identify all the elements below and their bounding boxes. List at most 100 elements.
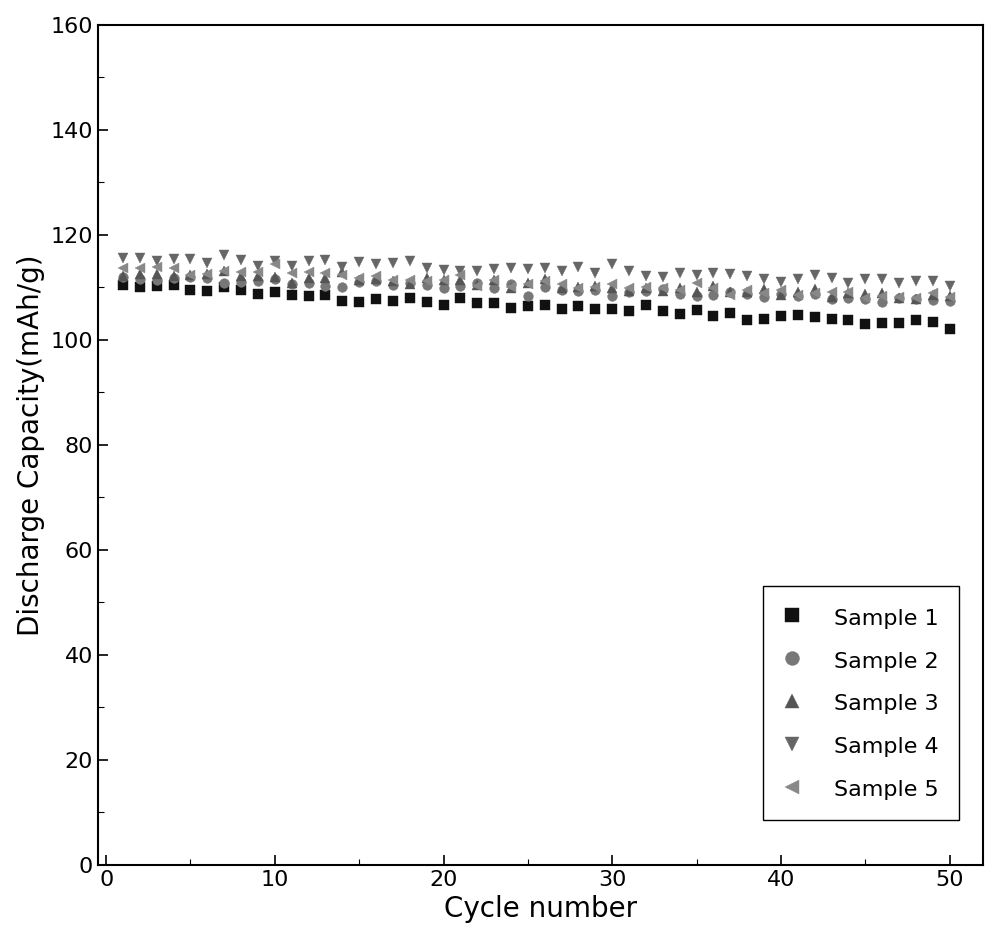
Sample 4 <box>117 252 129 263</box>
Sample 4 <box>539 262 551 274</box>
Sample 3 <box>775 290 787 301</box>
Sample 3 <box>539 274 551 285</box>
Sample 4 <box>859 274 871 285</box>
Line: Sample 4: Sample 4 <box>118 251 954 290</box>
Sample 4 <box>353 257 365 268</box>
Line: Sample 3: Sample 3 <box>118 266 954 304</box>
Sample 3 <box>876 287 888 298</box>
Sample 4 <box>319 255 331 266</box>
Sample 4 <box>606 258 618 270</box>
Sample 2 <box>859 293 871 305</box>
Sample 5 <box>235 266 247 277</box>
Sample 3 <box>168 271 180 282</box>
Sample 1 <box>488 297 500 308</box>
Sample 2 <box>775 289 787 300</box>
Sample 1 <box>640 300 652 311</box>
X-axis label: Cycle number: Cycle number <box>444 895 637 923</box>
Sample 5 <box>370 270 382 281</box>
Sample 4 <box>387 258 399 269</box>
Sample 1 <box>893 318 905 329</box>
Sample 5 <box>606 278 618 290</box>
Sample 5 <box>927 287 939 298</box>
Sample 4 <box>792 274 804 285</box>
Sample 2 <box>269 274 281 285</box>
Sample 2 <box>539 281 551 292</box>
Sample 5 <box>826 287 838 298</box>
Sample 2 <box>117 272 129 283</box>
Sample 3 <box>640 282 652 293</box>
Sample 3 <box>404 278 416 290</box>
Sample 2 <box>606 290 618 302</box>
Sample 5 <box>336 269 348 280</box>
Sample 3 <box>353 274 365 286</box>
Sample 3 <box>201 268 213 279</box>
Sample 1 <box>218 281 230 292</box>
Sample 2 <box>724 287 736 298</box>
Sample 3 <box>269 272 281 283</box>
Sample 5 <box>252 267 264 278</box>
Sample 5 <box>842 287 854 298</box>
Sample 2 <box>572 286 584 297</box>
Sample 1 <box>117 279 129 290</box>
Sample 2 <box>927 294 939 306</box>
Sample 3 <box>792 286 804 297</box>
Sample 2 <box>370 275 382 287</box>
Sample 4 <box>927 275 939 287</box>
Sample 2 <box>842 293 854 305</box>
Sample 4 <box>421 262 433 274</box>
Sample 2 <box>556 284 568 295</box>
Sample 4 <box>589 267 601 278</box>
Sample 1 <box>758 313 770 324</box>
Sample 2 <box>168 272 180 283</box>
Sample 5 <box>505 281 517 292</box>
Sample 2 <box>454 280 466 291</box>
Sample 2 <box>471 278 483 290</box>
Sample 2 <box>353 276 365 288</box>
Sample 4 <box>724 269 736 280</box>
Sample 2 <box>488 282 500 293</box>
Sample 5 <box>572 282 584 293</box>
Sample 4 <box>572 261 584 273</box>
Sample 2 <box>404 277 416 289</box>
Sample 4 <box>168 254 180 265</box>
Sample 3 <box>910 293 922 305</box>
Sample 3 <box>151 269 163 280</box>
Sample 5 <box>353 273 365 284</box>
Sample 2 <box>387 280 399 291</box>
Sample 1 <box>826 313 838 324</box>
Sample 4 <box>842 277 854 289</box>
Sample 5 <box>859 292 871 304</box>
Sample 3 <box>421 273 433 284</box>
Sample 3 <box>134 269 146 280</box>
Sample 3 <box>758 284 770 295</box>
Sample 1 <box>556 304 568 315</box>
Sample 3 <box>674 282 686 293</box>
Sample 5 <box>809 288 821 299</box>
Sample 3 <box>826 291 838 303</box>
Sample 3 <box>842 288 854 299</box>
Sample 3 <box>319 273 331 284</box>
Sample 5 <box>303 267 315 278</box>
Sample 3 <box>235 270 247 281</box>
Sample 4 <box>893 277 905 289</box>
Sample 5 <box>589 282 601 293</box>
Sample 4 <box>269 255 281 266</box>
Sample 5 <box>286 268 298 279</box>
Sample 4 <box>758 274 770 285</box>
Sample 4 <box>623 265 635 276</box>
Sample 5 <box>623 283 635 294</box>
Sample 5 <box>201 269 213 280</box>
Sample 4 <box>303 256 315 267</box>
Sample 4 <box>471 265 483 276</box>
Sample 2 <box>944 295 956 306</box>
Sample 5 <box>151 261 163 273</box>
Sample 5 <box>944 291 956 303</box>
Sample 2 <box>691 290 703 301</box>
Sample 1 <box>184 284 196 295</box>
Sample 2 <box>741 289 753 300</box>
Sample 2 <box>589 285 601 296</box>
Sample 1 <box>792 309 804 321</box>
Sample 3 <box>724 287 736 298</box>
Sample 4 <box>184 254 196 265</box>
Sample 2 <box>910 293 922 305</box>
